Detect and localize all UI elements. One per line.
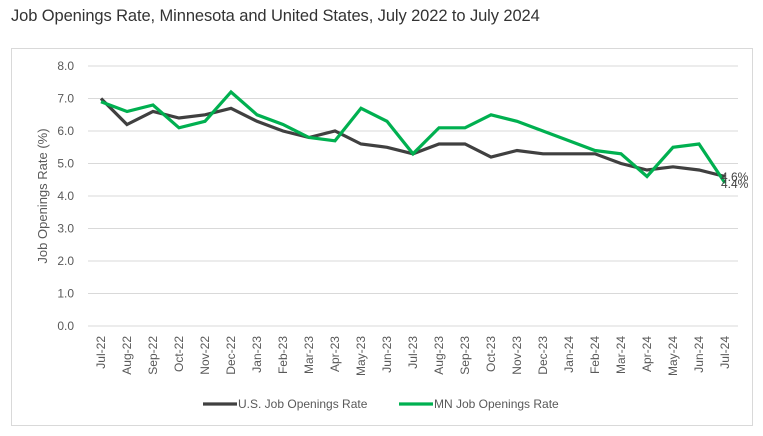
x-tick-label: Nov-22: [198, 336, 212, 375]
legend-label: MN Job Openings Rate: [434, 397, 559, 411]
y-tick-label: 8.0: [57, 59, 74, 73]
x-tick-label: Feb-24: [588, 336, 602, 374]
x-tick-label: Jul-22: [94, 336, 108, 369]
x-tick-label: Dec-23: [536, 336, 550, 375]
x-tick-label: Apr-24: [640, 336, 654, 372]
x-tick-label: Jan-24: [562, 336, 576, 373]
y-tick-label: 2.0: [57, 254, 74, 268]
x-tick-label: Aug-23: [432, 336, 446, 375]
series-lines: [99, 89, 727, 184]
gridlines: [88, 65, 738, 327]
chart-frame: [11, 48, 753, 426]
x-tick-label: May-24: [666, 336, 680, 376]
y-axis-ticks: 0.0 1.0 2.0 3.0 4.0 5.0 6.0 7.0 8.0: [57, 59, 74, 333]
x-tick-label: Jul-23: [406, 336, 420, 369]
x-tick-label: Apr-23: [328, 336, 342, 372]
x-tick-label: Dec-22: [224, 336, 238, 375]
x-tick-label: Mar-23: [302, 336, 316, 374]
end-label-mn: 4.4%: [721, 177, 749, 191]
y-tick-label: 0.0: [57, 319, 74, 333]
x-tick-label: Oct-23: [484, 336, 498, 372]
x-tick-label: May-23: [354, 336, 368, 376]
y-tick-label: 6.0: [57, 124, 74, 138]
chart-title: Job Openings Rate, Minnesota and United …: [11, 7, 540, 25]
legend: U.S. Job Openings Rate MN Job Openings Ra…: [203, 397, 559, 411]
x-tick-label: Jan-23: [250, 336, 264, 373]
x-tick-label: Feb-23: [276, 336, 290, 374]
y-tick-label: 3.0: [57, 222, 74, 236]
x-tick-label: Mar-24: [614, 336, 628, 374]
series-line-mn: [100, 89, 727, 184]
x-tick-label: Aug-22: [120, 336, 134, 375]
end-label-us: 4.6%: [721, 170, 749, 184]
y-axis-title: Job Openings Rate (%): [35, 128, 50, 263]
legend-label: U.S. Job Openings Rate: [238, 397, 368, 411]
end-labels: 4.6%4.4%: [721, 170, 749, 191]
y-tick-label: 1.0: [57, 287, 74, 301]
x-tick-label: Jun-24: [692, 336, 706, 373]
x-tick-label: Sep-22: [146, 336, 160, 375]
y-tick-label: 7.0: [57, 92, 74, 106]
x-tick-label: Sep-23: [458, 336, 472, 375]
x-tick-label: Oct-22: [172, 336, 186, 372]
x-tick-label: Jul-24: [718, 336, 732, 369]
x-tick-label: Jun-23: [380, 336, 394, 373]
x-axis-ticks: Jul-22 Aug-22 Sep-22 Oct-22 Nov-22 Dec-22 Jan-…: [94, 336, 732, 376]
x-tick-label: Nov-23: [510, 336, 524, 375]
y-tick-label: 4.0: [57, 189, 74, 203]
y-tick-label: 5.0: [57, 157, 74, 171]
